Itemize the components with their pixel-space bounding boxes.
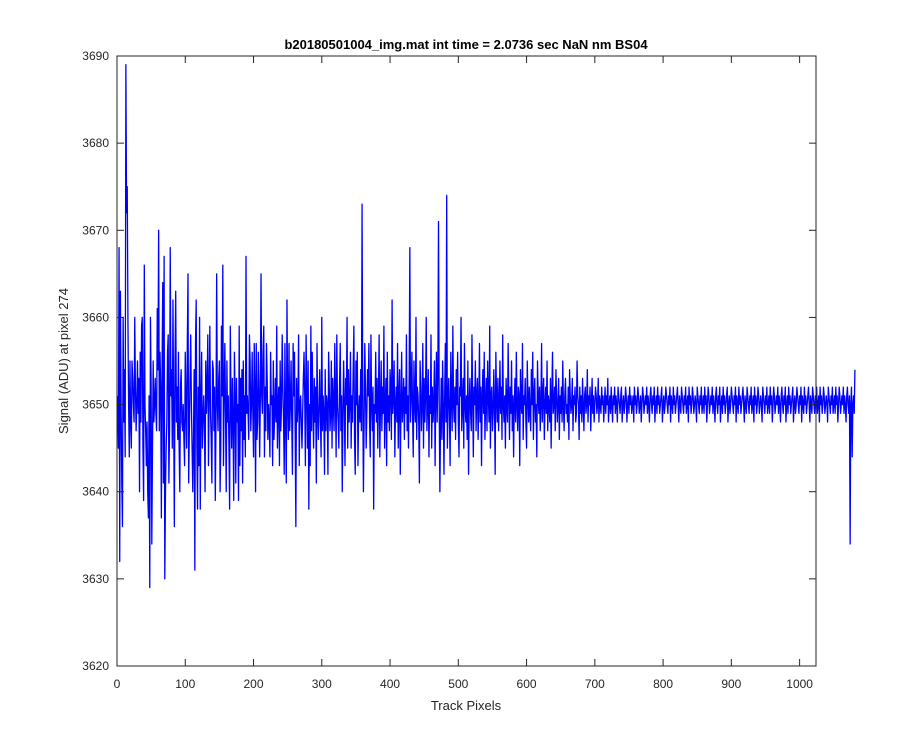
y-tick-label: 3690: [82, 49, 109, 63]
x-tick-label: 900: [721, 677, 741, 691]
y-tick-label: 3620: [82, 659, 109, 673]
y-tick-label: 3650: [82, 398, 109, 412]
x-tick-label: 600: [517, 677, 537, 691]
x-tick-label: 200: [244, 677, 264, 691]
x-tick-label: 500: [448, 677, 468, 691]
series-line-1: [117, 64, 856, 589]
x-axis-label: Track Pixels: [431, 698, 502, 713]
x-tick-label: 700: [585, 677, 605, 691]
y-tick-label: 3660: [82, 310, 109, 324]
x-tick-label: 100: [175, 677, 195, 691]
y-tick-label: 3670: [82, 223, 109, 237]
y-tick-label: 3640: [82, 485, 109, 499]
x-tick-label: 0: [114, 677, 121, 691]
x-tick-label: 400: [380, 677, 400, 691]
x-tick-label: 800: [653, 677, 673, 691]
plot-area: [117, 56, 816, 666]
x-axis: 0 100 200 300 400 500 600 700 800 900 1000: [114, 56, 813, 691]
chart-title: b20180501004_img.mat int time = 2.0736 s…: [284, 37, 648, 52]
y-axis: 3620 3630 3640 3650 3660 3670 3680 3690: [82, 49, 816, 673]
y-tick-label: 3680: [82, 136, 109, 150]
y-axis-label: Signal (ADU) at pixel 274: [56, 288, 71, 434]
x-tick-label: 300: [312, 677, 332, 691]
axes-box: [116, 55, 817, 667]
y-tick-label: 3630: [82, 572, 109, 586]
x-tick-label: 1000: [786, 677, 813, 691]
series-layer: [117, 64, 856, 589]
